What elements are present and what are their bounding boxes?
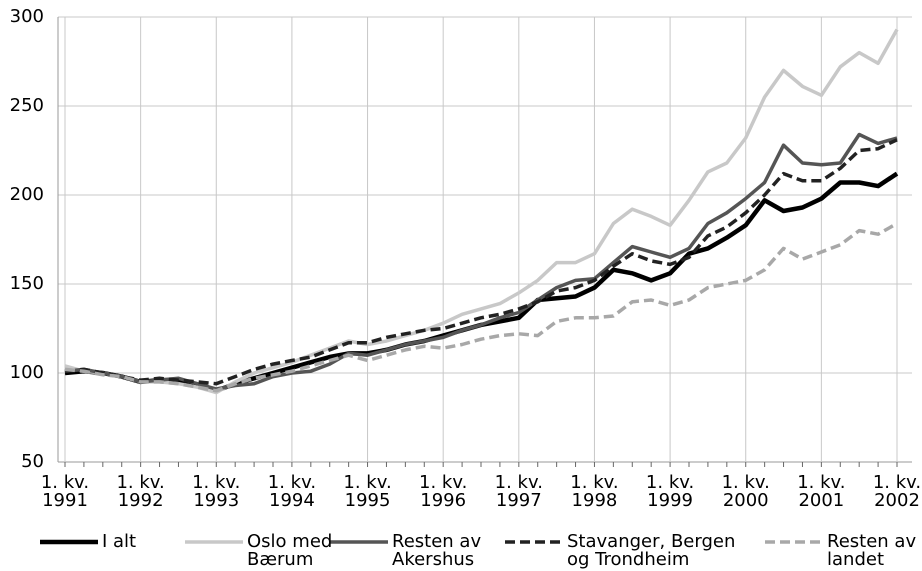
x-tick-label: 1. kv. 1992 bbox=[116, 472, 165, 511]
x-tick-label: 1. kv. 1997 bbox=[494, 472, 543, 511]
x-tick-label: 1. kv. 1994 bbox=[267, 472, 317, 511]
legend-label: Oslo med Bærum bbox=[247, 531, 333, 570]
series-line bbox=[64, 138, 898, 386]
y-tick-label: 300 bbox=[10, 6, 44, 27]
legend-label: Resten av Akershus bbox=[392, 531, 482, 570]
series-line bbox=[64, 132, 898, 391]
y-tick-label: 50 bbox=[21, 451, 44, 472]
x-tick-label: 1. kv. 1995 bbox=[343, 472, 392, 511]
x-tick-label: 1. kv. 1998 bbox=[570, 472, 619, 511]
x-tick-label: 1. kv. 1996 bbox=[419, 472, 468, 511]
x-tick-label: 1. kv. 1993 bbox=[192, 472, 241, 511]
x-tick-label: 1. kv. 2001 bbox=[797, 472, 846, 511]
legend-label: I alt bbox=[102, 531, 137, 552]
y-tick-label: 200 bbox=[10, 184, 44, 205]
x-tick-label: 1. kv. 1999 bbox=[645, 472, 695, 511]
y-tick-label: 250 bbox=[10, 95, 44, 116]
x-tick-label: 1. kv. 1991 bbox=[40, 472, 90, 511]
y-tick-label: 150 bbox=[10, 273, 44, 294]
series-line bbox=[64, 221, 898, 393]
x-tick-label: 1. kv. 2000 bbox=[721, 472, 770, 511]
legend-label: Resten av landet bbox=[827, 531, 917, 570]
x-tick-label: 1. kv. 2002 bbox=[872, 472, 922, 511]
series-line bbox=[64, 171, 899, 394]
legend-label: Stavanger, Bergen og Trondheim bbox=[567, 531, 736, 570]
y-tick-label: 100 bbox=[10, 362, 44, 383]
